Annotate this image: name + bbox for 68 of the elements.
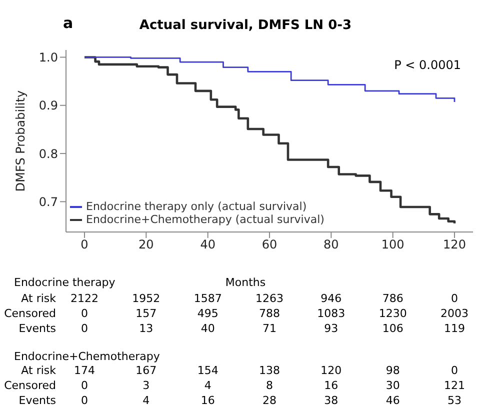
- text: Endocrine+Chemotherapy: [14, 350, 160, 363]
- x-tick-label: 100: [381, 238, 404, 252]
- text: 4: [142, 394, 151, 407]
- legend-label: Endocrine therapy only (actual survival): [85, 200, 308, 213]
- x-tick-label: 60: [262, 238, 278, 252]
- x-axis-title: Months: [225, 276, 266, 289]
- text: 167: [134, 364, 158, 377]
- text: 0: [80, 307, 89, 320]
- text: Endocrine therapy: [14, 276, 116, 289]
- text: 788: [258, 307, 281, 320]
- text: Events: [18, 322, 56, 335]
- text: 38: [323, 394, 340, 407]
- y-tick-label: 1.0: [38, 50, 58, 64]
- text: 946: [320, 292, 343, 305]
- text: 121: [443, 379, 466, 392]
- text: 0: [80, 379, 89, 392]
- text: Events: [18, 394, 56, 407]
- text: 28: [262, 394, 278, 407]
- y-tick-label: 0.8: [38, 146, 58, 161]
- text: 53: [446, 394, 462, 407]
- text: 786: [381, 292, 404, 305]
- text: 46: [384, 394, 401, 407]
- text: 0: [80, 394, 89, 407]
- x-tick-label: 40: [200, 238, 216, 252]
- text: 1587: [192, 292, 223, 305]
- text: 106: [381, 322, 404, 335]
- y-axis-title: DMFS Probability: [13, 90, 28, 192]
- text: 2122: [70, 292, 100, 305]
- text: 154: [196, 364, 220, 377]
- text: 0: [450, 364, 459, 377]
- text: a: [63, 14, 74, 32]
- text: 0: [80, 322, 89, 335]
- text: At risk: [21, 292, 56, 305]
- text: 157: [134, 307, 158, 320]
- text: 2003: [440, 307, 470, 320]
- text: 8: [265, 379, 274, 392]
- text: 16: [323, 379, 340, 392]
- text: 1952: [131, 292, 162, 305]
- annotation: P < 0.0001: [394, 58, 461, 72]
- legend-label: Endocrine+Chemotherapy (actual survival): [85, 213, 324, 226]
- x-tick-label: 0: [80, 238, 88, 252]
- chart-title: Actual survival, DMFS LN 0-3: [139, 18, 352, 33]
- text: 16: [200, 394, 216, 407]
- text: 98: [384, 364, 401, 377]
- text: 93: [323, 322, 340, 335]
- text: Censored: [4, 379, 56, 392]
- text: Censored: [4, 307, 56, 320]
- text: 138: [258, 364, 281, 377]
- text: 13: [138, 322, 154, 335]
- x-tick-label: 80: [324, 238, 339, 252]
- y-tick-label: 0.7: [38, 194, 58, 209]
- text: 1230: [378, 307, 408, 320]
- text: At risk: [21, 364, 56, 377]
- text: 40: [200, 322, 216, 335]
- text: 174: [73, 364, 96, 377]
- text: 30: [384, 379, 401, 392]
- text: 1083: [316, 307, 346, 320]
- text: 0: [450, 292, 459, 305]
- text: 1263: [254, 292, 284, 305]
- text: 120: [320, 364, 343, 377]
- x-tick-label: 20: [138, 238, 154, 252]
- text: 71: [262, 322, 278, 335]
- text: 119: [443, 322, 466, 335]
- x-tick-label: 120: [443, 238, 466, 252]
- text: 495: [196, 307, 220, 320]
- y-tick-label: 0.9: [38, 98, 58, 113]
- text: 3: [142, 379, 151, 392]
- text: 4: [203, 379, 212, 392]
